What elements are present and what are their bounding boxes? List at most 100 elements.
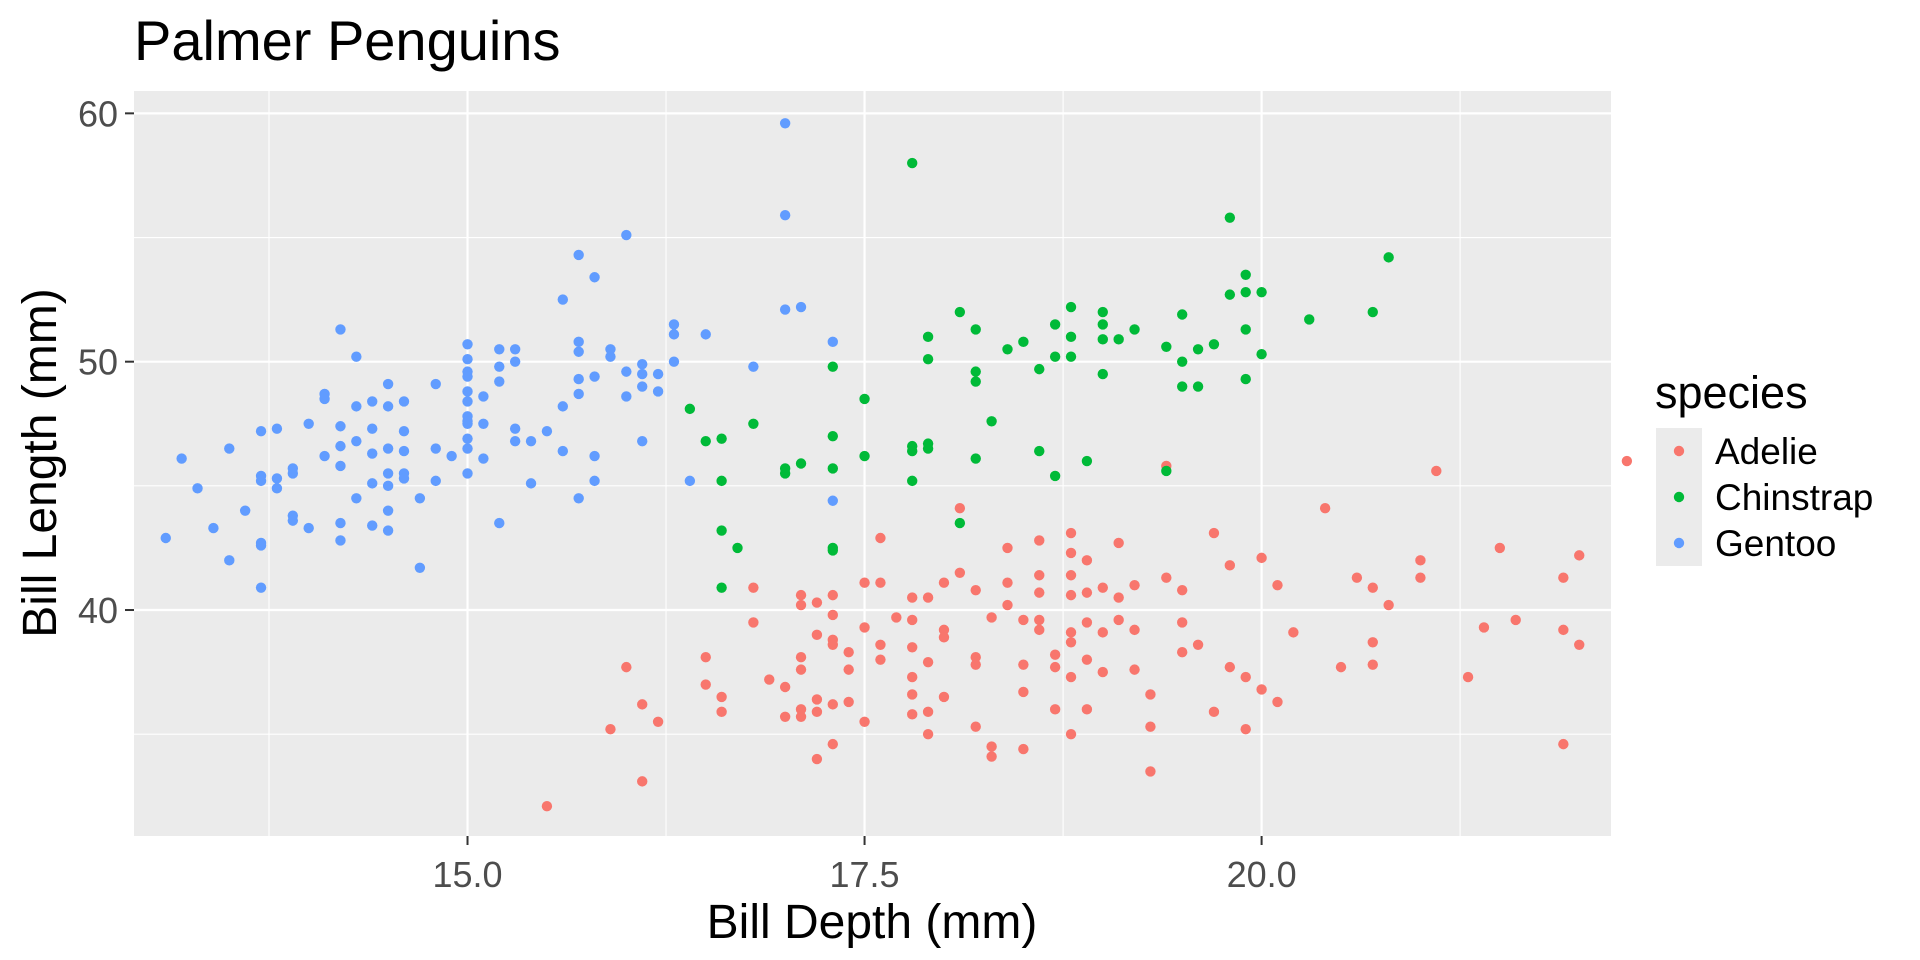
- point-adelie: [1065, 527, 1077, 539]
- point-gentoo: [335, 535, 346, 546]
- point-adelie: [1002, 542, 1013, 554]
- chart-title: Palmer Penguins: [134, 9, 560, 72]
- point-adelie: [922, 656, 934, 668]
- point-gentoo: [605, 344, 616, 355]
- point-adelie: [1034, 624, 1045, 636]
- point-adelie: [652, 716, 664, 727]
- point-gentoo: [335, 440, 346, 452]
- point-gentoo: [224, 555, 235, 566]
- point-adelie: [827, 609, 838, 621]
- point-gentoo: [525, 478, 537, 489]
- point-gentoo: [478, 418, 489, 429]
- point-adelie: [1065, 570, 1077, 581]
- point-adelie: [1081, 555, 1093, 566]
- point-chinstrap: [986, 416, 997, 427]
- point-gentoo: [779, 118, 791, 129]
- point-adelie: [1049, 704, 1061, 715]
- point-adelie: [938, 624, 950, 636]
- point-gentoo: [748, 361, 759, 372]
- point-adelie: [1113, 614, 1124, 626]
- plot-panel: [134, 91, 1611, 836]
- point-adelie: [1558, 624, 1569, 636]
- point-adelie: [859, 622, 870, 633]
- point-adelie: [637, 699, 648, 710]
- point-gentoo: [446, 450, 457, 462]
- point-adelie: [1176, 647, 1188, 658]
- point-gentoo: [382, 505, 394, 516]
- point-adelie: [1351, 572, 1363, 583]
- point-gentoo: [462, 354, 473, 365]
- point-adelie: [922, 728, 934, 740]
- point-gentoo: [509, 435, 521, 447]
- point-chinstrap: [1176, 356, 1188, 367]
- point-gentoo: [557, 294, 569, 305]
- point-adelie: [1240, 671, 1251, 683]
- point-chinstrap: [859, 450, 870, 462]
- point-chinstrap: [922, 354, 934, 365]
- legend-label-chinstrap: Chinstrap: [1715, 477, 1873, 518]
- point-chinstrap: [859, 393, 870, 405]
- point-adelie: [811, 629, 823, 641]
- point-gentoo: [494, 344, 505, 355]
- point-chinstrap: [1240, 373, 1251, 385]
- point-gentoo: [494, 361, 505, 372]
- point-gentoo: [541, 426, 553, 437]
- point-adelie: [907, 642, 918, 653]
- y-axis-title: Bill Length (mm): [14, 288, 67, 637]
- point-chinstrap: [970, 453, 981, 464]
- point-adelie: [1415, 555, 1426, 566]
- point-adelie: [1018, 614, 1029, 626]
- point-adelie: [1494, 542, 1506, 554]
- point-gentoo: [239, 505, 251, 516]
- point-gentoo: [668, 319, 680, 330]
- point-adelie: [811, 694, 823, 705]
- point-adelie: [986, 741, 997, 752]
- point-chinstrap: [827, 463, 838, 474]
- point-chinstrap: [1113, 334, 1124, 345]
- point-adelie: [1002, 599, 1013, 611]
- point-gentoo: [462, 396, 473, 407]
- point-adelie: [1367, 582, 1378, 593]
- point-adelie: [843, 647, 854, 658]
- point-gentoo: [398, 426, 410, 437]
- point-adelie: [795, 704, 807, 715]
- point-gentoo: [303, 418, 314, 429]
- point-gentoo: [462, 416, 473, 427]
- point-adelie: [922, 592, 934, 603]
- point-gentoo: [637, 381, 648, 392]
- point-adelie: [1081, 654, 1093, 665]
- point-adelie: [1224, 661, 1236, 673]
- point-chinstrap: [700, 435, 711, 447]
- point-adelie: [970, 652, 981, 663]
- point-gentoo: [351, 351, 362, 362]
- point-gentoo: [795, 301, 807, 313]
- point-gentoo: [335, 460, 346, 472]
- point-gentoo: [494, 517, 505, 529]
- x-tick-label: 15.0: [432, 854, 502, 895]
- point-adelie: [1478, 622, 1490, 633]
- point-chinstrap: [716, 433, 727, 444]
- point-gentoo: [414, 493, 426, 504]
- legend-swatch-adelie: [1673, 445, 1685, 457]
- point-chinstrap: [1034, 363, 1045, 375]
- point-adelie: [875, 532, 886, 544]
- point-adelie: [1176, 617, 1188, 628]
- point-adelie: [1176, 584, 1188, 596]
- point-gentoo: [478, 453, 489, 464]
- point-gentoo: [573, 336, 584, 348]
- point-gentoo: [160, 532, 171, 544]
- point-adelie: [891, 612, 902, 623]
- point-gentoo: [589, 450, 600, 462]
- point-adelie: [700, 679, 711, 690]
- point-chinstrap: [1224, 212, 1236, 223]
- point-adelie: [859, 716, 870, 727]
- point-chinstrap: [907, 445, 918, 457]
- point-gentoo: [509, 344, 521, 355]
- point-adelie: [875, 577, 886, 588]
- point-chinstrap: [716, 475, 727, 487]
- point-gentoo: [414, 562, 426, 573]
- point-chinstrap: [1161, 341, 1172, 352]
- point-gentoo: [668, 329, 680, 340]
- point-adelie: [986, 612, 997, 623]
- point-adelie: [1081, 617, 1093, 628]
